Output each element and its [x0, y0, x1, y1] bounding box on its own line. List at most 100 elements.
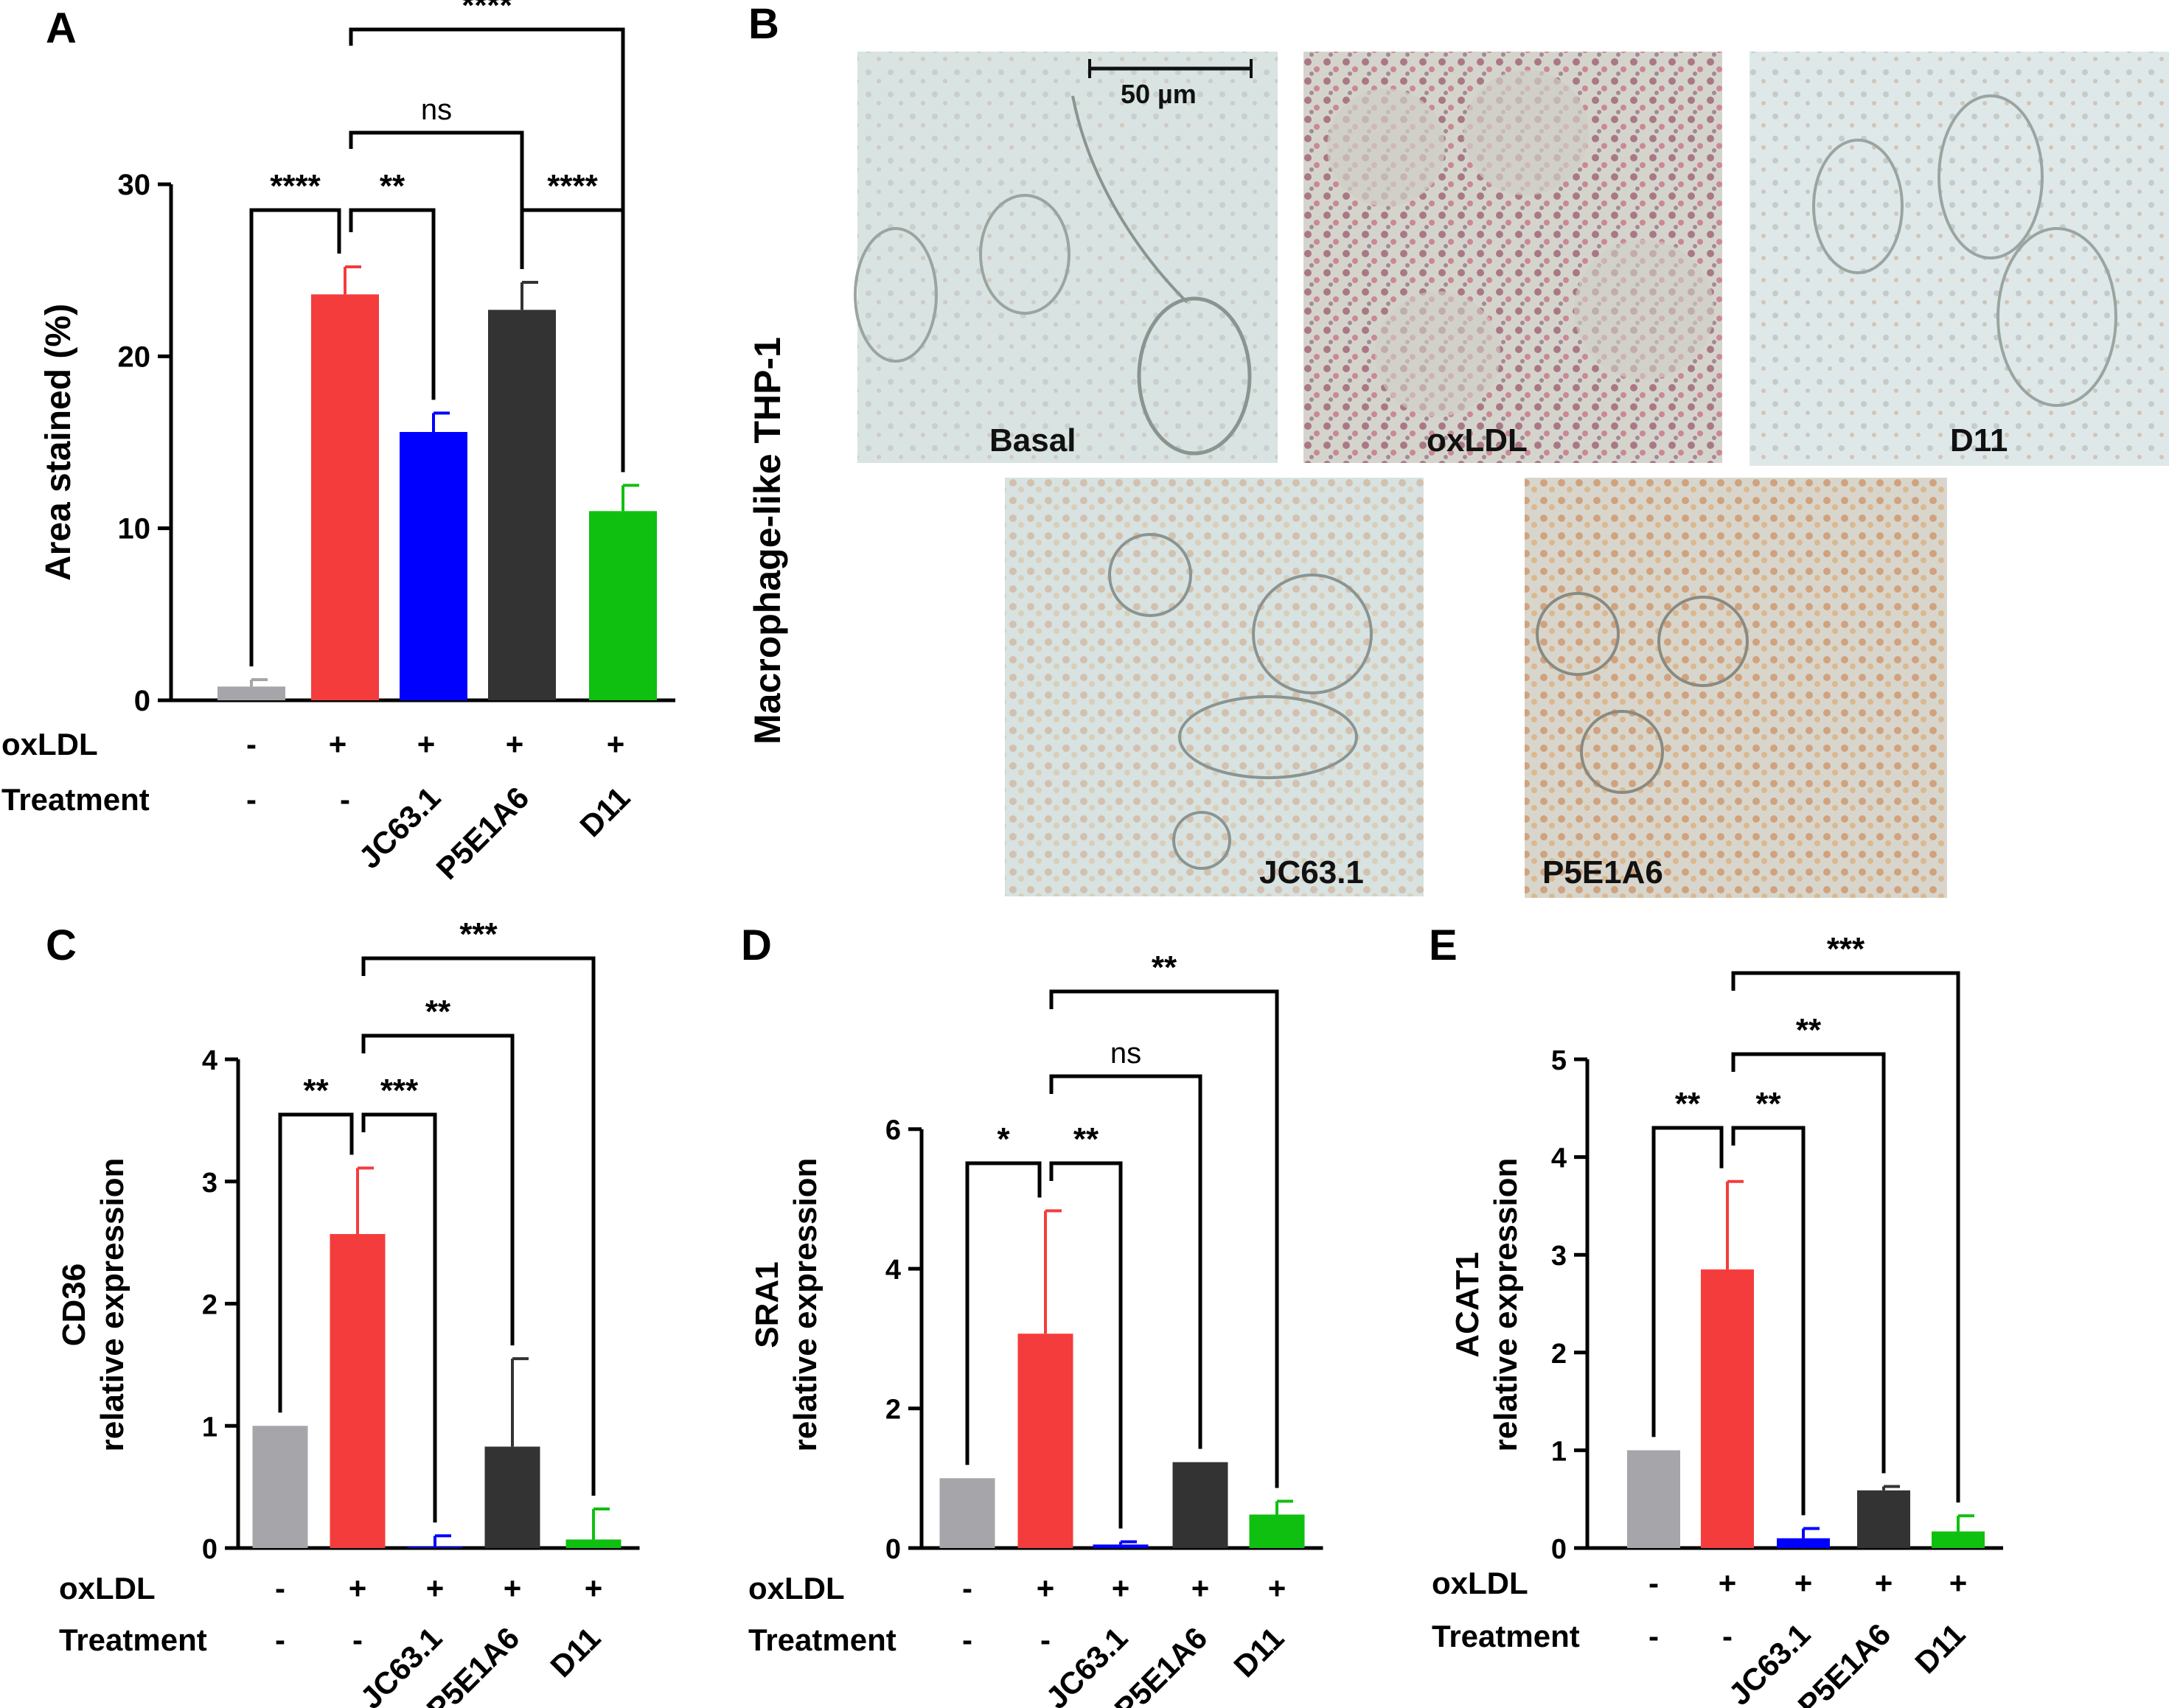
significance-bracket: [278, 1112, 354, 1413]
micrograph-d11: D11: [1750, 52, 2169, 466]
significance-bracket: [349, 27, 625, 473]
bar: [565, 1539, 622, 1548]
y-tick-label: 3: [1551, 1241, 1567, 1272]
significance-label: ****: [270, 168, 321, 204]
significance-bracket: [1651, 1126, 1724, 1437]
treatment-label: -: [275, 1622, 285, 1657]
micrograph-basal: 50 µm Basal: [854, 52, 1278, 463]
oxldl-sign: +: [607, 727, 625, 761]
bar: [311, 294, 379, 700]
panel-letter-b: B: [748, 0, 779, 48]
bar: [1017, 1334, 1073, 1548]
row-label-oxldl: oxLDL: [748, 1571, 845, 1606]
significance-label: **: [1675, 1086, 1701, 1122]
y-axis-label-line2: relative expression: [1488, 1158, 1524, 1452]
oxldl-sign: +: [1191, 1571, 1210, 1606]
significance-label: ****: [547, 168, 598, 204]
row-label-treatment: Treatment: [748, 1622, 897, 1657]
treatment-label: -: [1040, 1622, 1051, 1657]
bar: [217, 686, 285, 700]
significance-label: ns: [421, 94, 452, 126]
micrograph-label-oxldl: oxLDL: [1427, 422, 1528, 459]
bar: [488, 310, 556, 700]
y-tick-label: 1: [1551, 1436, 1567, 1467]
significance-bracket: [965, 1161, 1042, 1465]
treatment-label: -: [340, 782, 350, 817]
micrograph-label-d11: D11: [1950, 422, 2008, 459]
treatment-label: D11: [1227, 1620, 1290, 1684]
treatment-label: -: [1722, 1619, 1733, 1653]
treatment-label: P5E1A6: [1792, 1617, 1898, 1708]
significance-bracket: [1731, 1052, 1886, 1474]
panel-letter-c: C: [46, 921, 77, 969]
treatment-label: D11: [573, 780, 636, 843]
oxldl-sign: +: [426, 1571, 445, 1606]
row-label-treatment: Treatment: [1, 782, 150, 817]
oxldl-sign: +: [504, 1571, 522, 1606]
significance-bracket: [1731, 971, 1960, 1503]
y-tick-label: 0: [1551, 1534, 1567, 1565]
oxldl-sign: +: [1794, 1566, 1813, 1600]
y-axis-label-line2: relative expression: [787, 1158, 824, 1452]
panel-letter-a: A: [46, 4, 77, 52]
treatment-label: D11: [1908, 1617, 1971, 1680]
y-tick-label: 5: [1551, 1045, 1567, 1076]
micrograph-label-p5e1a6: P5E1A6: [1542, 854, 1663, 890]
oxldl-sign: +: [349, 1571, 367, 1606]
significance-label: ns: [1110, 1037, 1141, 1070]
y-tick-label: 4: [202, 1045, 217, 1076]
bar: [1172, 1462, 1228, 1548]
y-tick-label: 10: [118, 513, 151, 545]
significance-label: ***: [1827, 931, 1865, 967]
y-tick-label: 2: [1551, 1339, 1567, 1370]
y-tick-label: 20: [118, 341, 151, 373]
treatment-label: P5E1A6: [430, 780, 536, 886]
y-tick-label: 3: [202, 1168, 217, 1199]
significance-bracket: [249, 208, 341, 666]
micrograph-oxldl: oxLDL: [1303, 52, 1722, 463]
micrograph-p5e1a6: P5E1A6: [1525, 478, 1947, 898]
micrograph-label-jc631: JC63.1: [1259, 854, 1364, 890]
oxldl-sign: +: [1875, 1566, 1893, 1600]
treatment-label: D11: [543, 1620, 607, 1684]
significance-bracket: [361, 1112, 437, 1523]
oxldl-sign: +: [1719, 1566, 1737, 1600]
bar: [1932, 1531, 1985, 1548]
significance-label: ***: [459, 916, 498, 952]
micrograph-jc631: JC63.1: [1005, 478, 1424, 896]
treatment-label: -: [352, 1622, 363, 1657]
significance-bracket: [1049, 1161, 1123, 1529]
row-label-oxldl: oxLDL: [59, 1571, 156, 1606]
micrograph-label-basal: Basal: [989, 422, 1076, 459]
oxldl-sign: -: [275, 1571, 285, 1606]
significance-label: *: [997, 1121, 1010, 1157]
y-tick-label: 0: [885, 1534, 901, 1565]
y-tick-label: 6: [885, 1115, 901, 1146]
oxldl-sign: -: [962, 1571, 972, 1606]
bar: [1857, 1490, 1910, 1548]
row-label-oxldl: oxLDL: [1432, 1566, 1528, 1600]
oxldl-sign: +: [1112, 1571, 1130, 1606]
significance-bracket: [1049, 1074, 1202, 1449]
bar: [589, 511, 657, 700]
oxldl-sign: +: [417, 727, 436, 761]
significance-bracket: [1731, 1126, 1806, 1516]
bar: [1777, 1538, 1830, 1548]
y-axis-label-line1: SRA1: [749, 1261, 785, 1348]
y-tick-label: 0: [134, 685, 150, 717]
y-tick-label: 4: [1551, 1143, 1567, 1174]
significance-label: **: [303, 1073, 329, 1109]
significance-label: **: [1755, 1086, 1781, 1122]
y-axis-label-line1: CD36: [56, 1263, 92, 1347]
significance-bracket: [361, 1033, 515, 1346]
treatment-label: P5E1A6: [1108, 1620, 1214, 1708]
y-tick-label: 4: [885, 1255, 901, 1286]
oxldl-sign: +: [329, 727, 347, 761]
significance-label: **: [380, 168, 405, 204]
bar: [330, 1234, 386, 1548]
y-axis-label-line2: relative expression: [94, 1158, 130, 1452]
bar: [252, 1426, 308, 1548]
